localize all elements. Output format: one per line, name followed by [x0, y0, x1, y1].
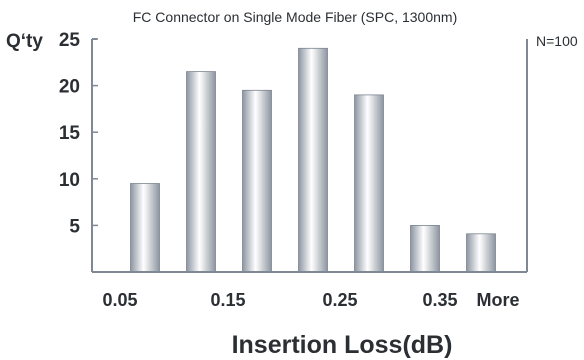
bar-0-35: [466, 233, 496, 273]
bar-0-2: [298, 47, 328, 273]
bar-0-15: [242, 89, 272, 273]
y-tick-label: 10: [59, 170, 80, 191]
chart-title: FC Connector on Single Mode Fiber (SPC, …: [133, 9, 457, 25]
y-axis-label: Q‘ty: [6, 31, 43, 52]
x-ticks-group: 0.05 0.15 0.25 0.35 More: [102, 290, 519, 310]
x-tick-label: 0.05: [102, 290, 137, 310]
y-tick-label: 25: [59, 30, 81, 51]
bar-0-25: [354, 94, 384, 273]
y-tick-label: 15: [59, 123, 81, 144]
x-tick-label: 0.25: [322, 290, 357, 310]
bar-0-3: [410, 224, 440, 273]
x-tick-label: More: [476, 290, 519, 310]
y-ticks-group: 5 10 15 20 25: [59, 30, 98, 237]
bar-0-05: [130, 183, 160, 273]
x-tick-label: 0.15: [210, 290, 245, 310]
bars-group: [130, 47, 496, 273]
x-tick-label: 0.35: [422, 290, 457, 310]
bar-0-1: [186, 71, 216, 273]
y-tick-label: 20: [59, 77, 80, 98]
y-tick-label: 5: [69, 216, 80, 237]
sample-size-label: N=100: [536, 33, 578, 49]
x-axis-label: Insertion Loss(dB): [232, 331, 453, 359]
